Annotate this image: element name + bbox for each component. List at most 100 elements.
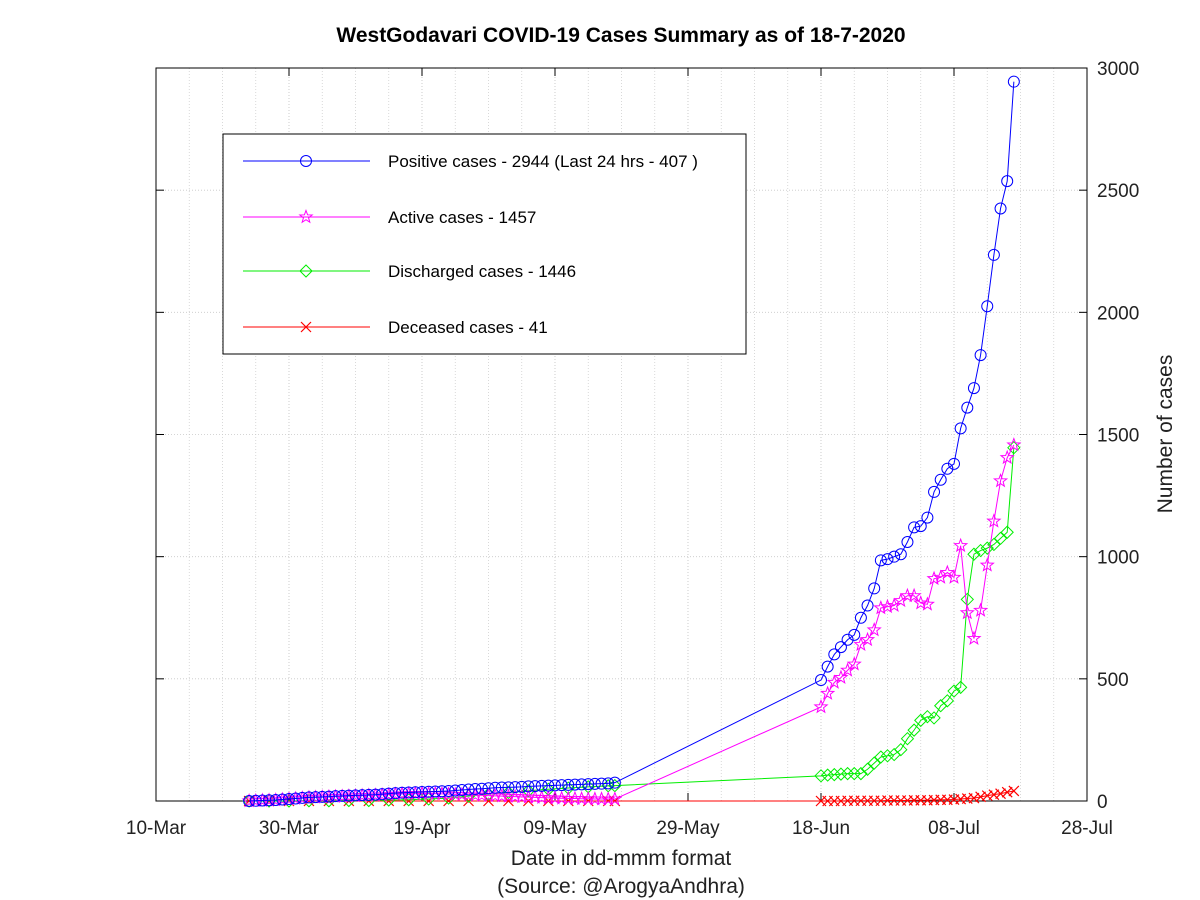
data-point-circle [396,786,409,799]
data-point-star [813,698,829,714]
data-point-circle [435,785,448,798]
y-tick-label: 2000 [1097,303,1139,324]
data-point-circle [967,382,980,395]
data-point-x [300,321,312,333]
data-point-circle [815,674,827,687]
data-point-circle [263,794,276,807]
legend-entry: Discharged cases - 1446 [243,262,576,281]
data-point-circle [861,599,874,612]
data-point-circle [834,641,847,654]
data-point-circle [349,789,362,802]
legend-box [222,133,747,355]
data-point-diamond [867,756,881,770]
axis-ticks: 0 500 1000 1500 2000 2500 3000 10-Mar 30-Mar 19-A… [126,59,1139,839]
data-point-diamond [947,684,961,698]
x-tick-label: 09-May [523,818,587,839]
data-point-circle [322,790,335,803]
data-point-star [933,569,949,584]
data-point-circle [475,782,488,795]
data-point-circle [981,300,994,313]
data-point-circle [595,777,608,790]
data-point-circle [429,785,442,798]
data-point-diamond [814,769,828,783]
data-point-circle [874,554,887,567]
data-point-star [919,596,935,611]
data-point-circle [409,786,422,799]
data-point-diamond [860,762,875,776]
data-point-circle [296,791,309,804]
x-tick-label: 29-May [656,818,720,839]
data-point-diamond [827,767,842,782]
data-point-circle [442,784,455,797]
data-point-circle [256,794,269,807]
data-point-x [1008,785,1020,797]
series-layer [241,75,1022,808]
data-point-circle [336,789,349,802]
legend-label: Deceased cases - 41 [388,318,548,337]
data-point-circle [1007,75,1020,88]
data-point-circle [854,611,867,624]
data-point-x [503,795,514,807]
data-point-circle [994,202,1007,215]
data-point-circle [575,778,588,791]
data-point-circle [901,536,914,549]
data-point-x [975,791,987,803]
legend-entry: Active cases - 1457 [243,208,536,227]
data-point-star [866,622,882,637]
data-point-circle [489,781,502,794]
data-point-circle [515,780,528,793]
data-point-x [1001,786,1013,798]
data-point-diamond [1000,525,1014,539]
data-point-star [859,631,876,647]
data-point-star [893,592,909,608]
data-point-circle [382,787,395,800]
data-point-circle [455,784,468,797]
data-point-diamond [900,731,915,746]
x-tick-label: 28-Jul [1061,818,1113,839]
data-point-x [988,789,1000,801]
data-point-circle [289,792,302,805]
data-point-x [968,792,980,804]
data-point-diamond [914,713,928,728]
data-point-x [995,788,1006,800]
data-point-star [946,569,962,584]
data-point-circle [928,485,941,498]
legend-label: Positive cases - 2944 (Last 24 hrs - 407… [388,152,698,171]
data-point-circle [535,779,548,792]
data-point-diamond [880,749,895,763]
data-point-star [879,598,896,614]
data-point-diamond [987,537,1001,552]
data-point-circle [542,779,555,792]
data-point-star [979,557,995,572]
data-point-diamond [940,694,955,708]
data-point-circle [502,781,515,794]
data-point-star [913,595,929,610]
data-point-star [826,674,842,689]
data-point-circle [469,783,482,796]
data-point-circle [987,248,1000,261]
data-point-circle [416,785,428,798]
data-point-star [953,537,969,553]
data-point-circle [549,779,561,792]
legend-label: Discharged cases - 1446 [388,262,576,281]
data-point-diamond [993,531,1008,546]
legend-label: Active cases - 1457 [388,208,536,227]
data-point-circle [316,790,329,803]
data-point-star [853,636,869,652]
data-point-circle [283,793,295,806]
data-point-circle [269,794,282,807]
data-point-circle [309,791,322,804]
data-point-star [966,630,982,645]
y-tick-label: 500 [1097,670,1129,691]
series-line [249,790,1014,802]
data-point-star [1006,437,1022,452]
data-point-circle [948,457,960,470]
series-line [249,447,1015,802]
data-point-star [820,685,836,700]
data-point-circle [342,789,355,802]
x-tick-label: 30-Mar [259,818,320,839]
data-point-star [381,786,397,802]
data-point-star [999,449,1015,465]
data-point-circle [402,786,415,799]
data-point-star [906,587,922,603]
